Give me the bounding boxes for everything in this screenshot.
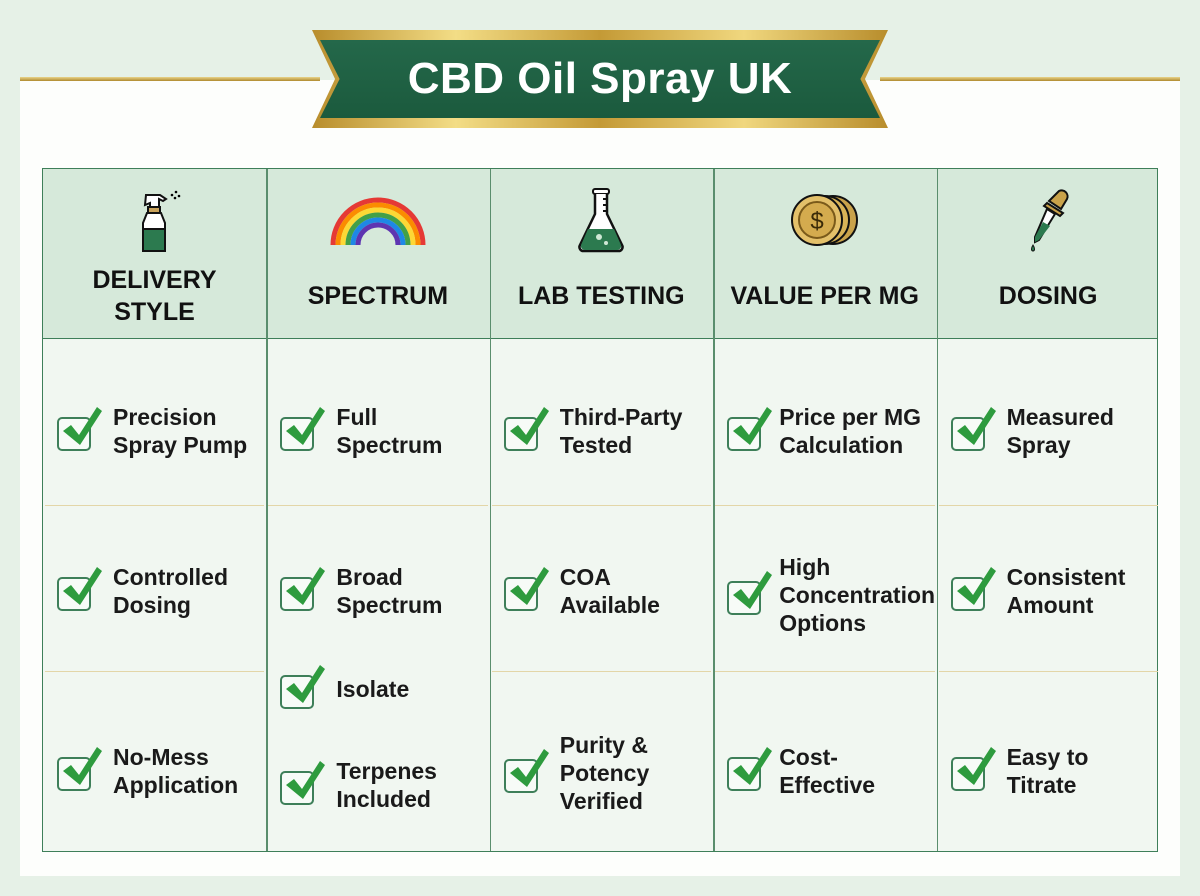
dropper-icon (1013, 185, 1083, 255)
checkmark-icon (727, 407, 773, 451)
checklist-item-text: Easy to Titrate (1006, 744, 1089, 798)
checklist-item-text: High Concentration Options (779, 554, 936, 636)
checklist-item: Price per MG Calculation (727, 401, 932, 461)
checklist-item-text: Broad Spectrum (336, 564, 443, 618)
rainbow-icon (328, 185, 428, 255)
checklist-item-text: Consistent Amount (1006, 564, 1126, 618)
checkmark-icon (503, 749, 549, 793)
flask-icon (566, 185, 636, 255)
checkmark-icon (280, 407, 326, 451)
checklist-item-text: Third-Party Tested (559, 404, 683, 458)
row-divider (491, 671, 712, 672)
column-header-dosing: DOSING (937, 169, 1160, 338)
column-header-delivery-style: DELIVERY STYLE (43, 169, 266, 338)
checkmark-icon (950, 747, 996, 791)
checklist-item: Full Spectrum (280, 401, 485, 461)
column-divider (489, 169, 492, 851)
checkmark-icon (503, 567, 549, 611)
checklist-item-text: No-Mess Application (113, 744, 239, 798)
column-header-label: VALUE PER MG (730, 282, 919, 310)
column-header-label: SPECTRUM (307, 282, 449, 310)
checkmark-icon (950, 407, 996, 451)
checklist-item: Controlled Dosing (57, 561, 262, 621)
checklist-item-text: Controlled Dosing (113, 564, 228, 618)
column-header-label: DELIVERY STYLE (92, 266, 217, 326)
column-header-lab-testing: LAB TESTING (490, 169, 713, 338)
checkmark-icon (280, 761, 326, 805)
checklist-item-text: Precision Spray Pump (113, 404, 248, 458)
column-divider (936, 169, 939, 851)
checklist-item: Cost-Effective (727, 741, 932, 801)
checklist-item: Terpenes Included (280, 755, 485, 815)
checklist-item: Precision Spray Pump (57, 401, 262, 461)
checklist-item: Broad Spectrum (280, 561, 485, 621)
row-divider (938, 671, 1158, 672)
checkmark-icon (57, 407, 102, 451)
gold-divider-left (20, 77, 320, 81)
checklist-item: COA Available (503, 561, 709, 621)
row-divider (715, 671, 935, 672)
checkmark-icon (57, 567, 102, 611)
row-divider (491, 505, 712, 506)
checklist-item-text: Cost-Effective (779, 744, 876, 798)
svg-text:$: $ (810, 208, 823, 235)
title-banner: CBD Oil Spray UK (320, 40, 880, 118)
coins-icon: $ (785, 185, 865, 255)
page-title: CBD Oil Spray UK (407, 54, 793, 103)
column-header-label: LAB TESTING (517, 282, 685, 310)
checklist-item-text: COA Available (559, 564, 660, 618)
checklist-item: Measured Spray (950, 401, 1156, 461)
column-header-value-per-mg: $ VALUE PER MG (713, 169, 936, 338)
checkmark-icon (280, 567, 326, 611)
gold-divider-right (880, 77, 1180, 81)
spray-bottle-icon (120, 185, 190, 255)
column-divider (713, 169, 715, 851)
row-divider (715, 505, 935, 506)
checklist-item-text: Measured Spray (1006, 404, 1114, 458)
checklist-item: Consistent Amount (950, 561, 1156, 621)
row-divider (45, 505, 265, 506)
row-divider (268, 505, 488, 506)
checklist-item-text: Isolate (336, 676, 410, 702)
checkmark-icon (503, 407, 549, 451)
row-divider (45, 671, 265, 672)
column-divider (266, 169, 268, 851)
checklist-item: Isolate (280, 659, 485, 719)
checklist-item: No-Mess Application (57, 741, 262, 801)
checklist-item: High Concentration Options (727, 554, 935, 636)
column-header-spectrum: SPECTRUM (266, 169, 489, 338)
checklist-item-text: Terpenes Included (336, 758, 437, 812)
checkmark-icon (727, 747, 773, 791)
checkmark-icon (57, 747, 102, 791)
checklist-item: Purity & Potency Verified (503, 732, 709, 814)
checkmark-icon (727, 571, 773, 615)
row-divider (938, 505, 1158, 506)
checkmark-icon (950, 567, 996, 611)
checklist-item: Third-Party Tested (503, 401, 709, 461)
checklist-item-text: Purity & Potency Verified (559, 732, 650, 814)
checklist-item-text: Full Spectrum (336, 404, 443, 458)
checklist-item-text: Price per MG Calculation (779, 404, 922, 458)
comparison-table: DELIVERY STYLE Precision Spray Pump Contro… (42, 168, 1158, 852)
checkmark-icon (280, 665, 326, 709)
checklist-item: Easy to Titrate (950, 741, 1156, 801)
column-header-label: DOSING (998, 282, 1098, 310)
